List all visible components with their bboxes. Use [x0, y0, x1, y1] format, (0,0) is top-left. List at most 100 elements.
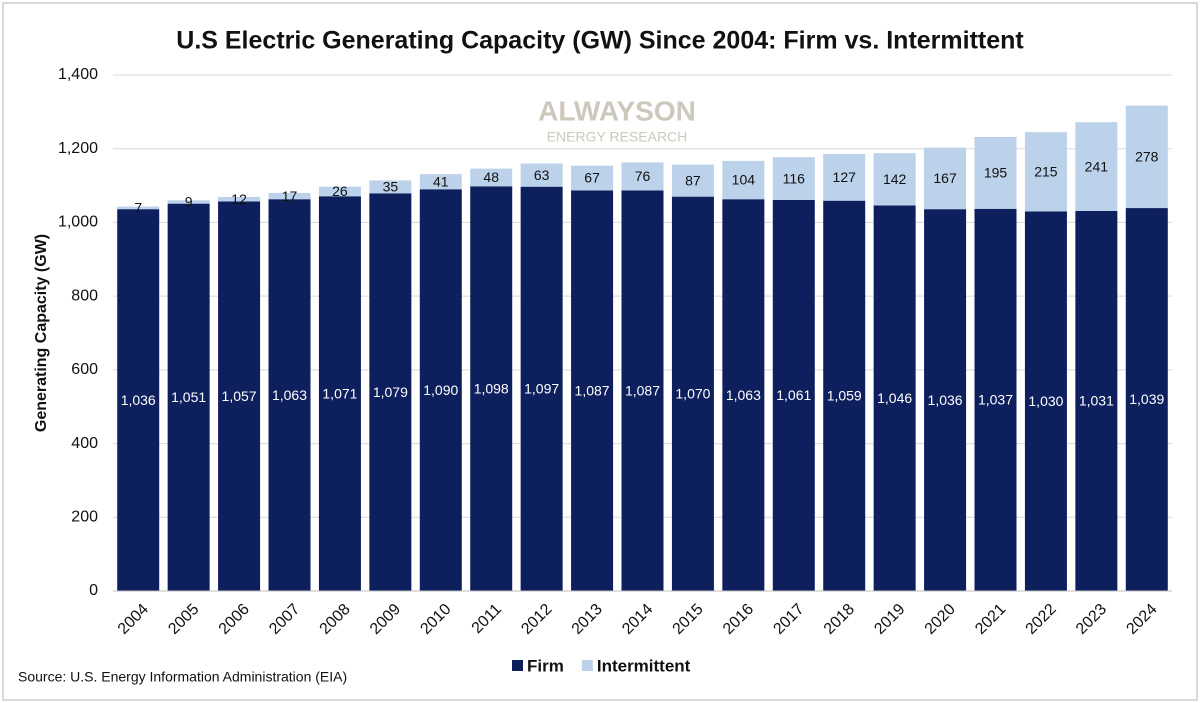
data-label: 195 — [984, 165, 1008, 181]
data-label: 76 — [635, 168, 651, 184]
bar-segment — [924, 209, 967, 591]
data-label: 116 — [783, 170, 806, 186]
bar-segment — [1024, 132, 1067, 212]
data-label: 1,071 — [322, 385, 357, 401]
watermark-tagline: ENERGY RESEARCH — [547, 129, 688, 145]
y-tick-label: 0 — [89, 582, 98, 599]
bar-segment — [268, 199, 311, 592]
data-label: 278 — [1135, 149, 1159, 165]
data-label: 12 — [231, 191, 247, 207]
data-label: 1,079 — [373, 384, 408, 400]
legend-swatch — [512, 660, 523, 671]
bar-segment — [974, 208, 1017, 591]
bar-segment — [571, 190, 614, 591]
bar-segment — [772, 157, 815, 200]
bar-segment — [1125, 208, 1168, 591]
bar-segment — [621, 162, 664, 191]
data-label: 63 — [534, 167, 550, 183]
data-label: 127 — [833, 169, 857, 185]
bar-segment — [268, 192, 311, 200]
bar-segment — [117, 206, 160, 210]
data-label: 1,098 — [474, 380, 509, 396]
bar-segment — [470, 186, 513, 591]
bar-segment — [671, 196, 714, 591]
data-label: 1,070 — [675, 386, 710, 402]
bar-segment — [873, 153, 916, 206]
bar-segment — [974, 136, 1017, 209]
bar-segment — [470, 168, 513, 187]
bar-segment — [621, 190, 664, 591]
data-label: 67 — [584, 170, 600, 186]
legend-swatch — [581, 660, 593, 671]
data-label: 1,097 — [524, 381, 559, 397]
data-label: 26 — [332, 183, 348, 199]
data-label: 241 — [1085, 158, 1109, 174]
bar-segment — [1075, 211, 1118, 591]
chart-title: U.S Electric Generating Capacity (GW) Si… — [176, 27, 1024, 55]
data-label: 87 — [685, 172, 701, 188]
bar-segment — [1024, 211, 1067, 591]
data-label: 104 — [732, 172, 756, 188]
data-label: 1,051 — [171, 389, 206, 405]
bar-segment — [520, 163, 563, 187]
bar-segment — [419, 174, 462, 190]
y-axis-label: Generating Capacity (GW) — [33, 234, 50, 432]
legend-label: Intermittent — [597, 656, 691, 675]
y-tick-label: 800 — [71, 287, 98, 304]
y-tick-label: 1,200 — [58, 140, 98, 157]
data-label: 142 — [883, 171, 907, 187]
bar-segment — [823, 200, 866, 591]
data-label: 1,061 — [776, 387, 811, 403]
data-label: 1,057 — [222, 388, 257, 404]
bar-segment — [419, 189, 462, 591]
data-label: 1,031 — [1079, 393, 1114, 409]
bar-segment — [823, 153, 866, 201]
bar-segment — [369, 193, 412, 591]
bar-segment — [1125, 105, 1168, 209]
data-label: 215 — [1034, 163, 1058, 179]
bar-segment — [167, 200, 210, 204]
y-tick-label: 1,400 — [58, 66, 98, 83]
data-label: 7 — [134, 200, 142, 216]
bar-segment — [671, 164, 714, 197]
data-label: 35 — [383, 179, 399, 195]
data-label: 1,036 — [928, 392, 963, 408]
bar-segment — [722, 160, 765, 200]
bar-segment — [1075, 122, 1118, 212]
bar-segment — [318, 196, 361, 591]
data-label: 48 — [483, 169, 499, 185]
legend-label: Firm — [527, 656, 564, 675]
y-tick-label: 1,000 — [58, 214, 98, 231]
bar-segment — [218, 196, 261, 202]
y-tick-label: 400 — [71, 435, 98, 452]
bar-segment — [571, 165, 614, 191]
data-label: 167 — [933, 170, 957, 186]
data-label: 1,046 — [877, 390, 912, 406]
bar-segment — [873, 205, 916, 591]
data-label: 1,030 — [1028, 393, 1063, 409]
data-label: 1,037 — [978, 392, 1013, 408]
data-label: 1,063 — [726, 387, 761, 403]
data-label: 1,059 — [827, 388, 862, 404]
watermark-brand: ALWAYSON — [538, 95, 696, 126]
bar-segment — [924, 147, 967, 210]
data-label: 1,036 — [121, 392, 156, 408]
data-label: 17 — [282, 188, 298, 204]
bar-segment — [369, 180, 412, 194]
data-label: 1,063 — [272, 387, 307, 403]
data-label: 9 — [185, 194, 193, 210]
bar-segment — [772, 199, 815, 591]
bar-segment — [117, 209, 160, 591]
bar-segment — [218, 201, 261, 592]
data-label: 1,039 — [1129, 391, 1164, 407]
source: Source: U.S. Energy Information Administ… — [18, 669, 347, 685]
y-tick-label: 200 — [71, 509, 98, 526]
bar-segment — [318, 186, 361, 197]
bar-segment — [722, 199, 765, 592]
data-label: 1,087 — [575, 382, 610, 398]
data-label: 41 — [433, 173, 449, 189]
data-label: 1,090 — [423, 382, 458, 398]
data-label: 1,087 — [625, 382, 660, 398]
